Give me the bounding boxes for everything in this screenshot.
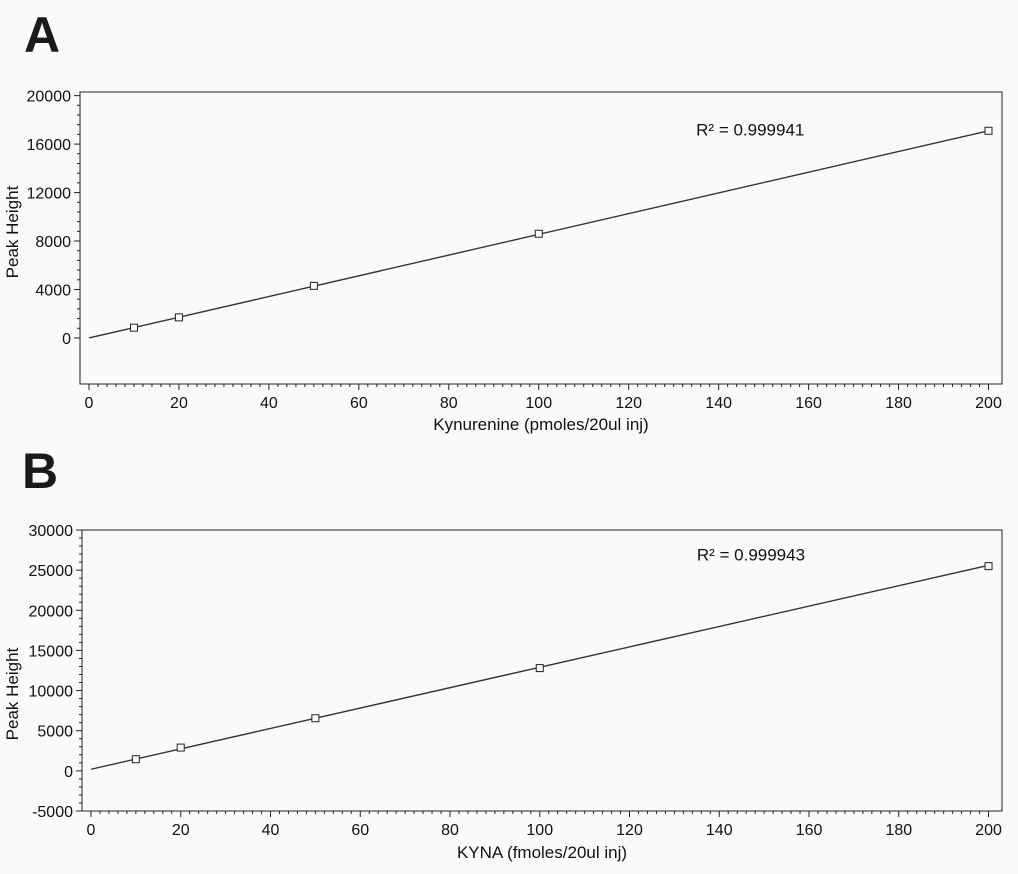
data-point: [174, 313, 183, 322]
y-tick-label: 16000: [27, 137, 72, 154]
r-squared-annotation: R² = 0.999941: [696, 121, 804, 140]
y-tick-label: -5000: [32, 804, 73, 821]
x-tick-label: 60: [350, 395, 368, 412]
data-point: [131, 755, 140, 764]
y-tick-label: 0: [64, 764, 73, 781]
panel-letter-b: B: [22, 443, 59, 499]
y-tick-label: 4000: [35, 282, 71, 299]
x-tick-label: 120: [615, 395, 642, 412]
x-tick-label: 140: [706, 822, 733, 839]
x-tick-label: 80: [441, 822, 459, 839]
r-squared-annotation: R² = 0.999943: [697, 546, 805, 565]
data-point: [984, 562, 993, 571]
x-tick-label: 0: [87, 822, 96, 839]
chart-a: 0 4000 8000 12000 16000 20000 0 20 40 60 80 100 120 1…: [3, 89, 1003, 434]
x-tick-label: 20: [172, 822, 190, 839]
x-tick-label: 200: [975, 822, 1002, 839]
y-axis-label: Peak Height: [3, 185, 22, 278]
data-point: [309, 281, 318, 290]
y-tick-label: 12000: [27, 186, 72, 203]
data-point: [534, 229, 543, 238]
x-tick-label: 100: [526, 822, 553, 839]
x-tick-label: 180: [885, 822, 912, 839]
x-tick-label: 40: [262, 822, 280, 839]
data-point: [129, 323, 138, 332]
y-tick-label: 10000: [29, 684, 74, 701]
plot-frame: [81, 529, 1003, 812]
x-axis-label: Kynurenine (pmoles/20ul inj): [433, 415, 648, 434]
x-tick-label: 40: [260, 395, 278, 412]
x-tick-label: 0: [85, 395, 94, 412]
y-tick-label: 20000: [29, 603, 74, 620]
data-point: [311, 714, 320, 723]
y-tick-label: 20000: [27, 89, 72, 106]
x-tick-label: 60: [351, 822, 369, 839]
x-tick-label: 20: [170, 395, 188, 412]
x-tick-label: 180: [885, 395, 912, 412]
x-tick-label: 160: [796, 822, 823, 839]
y-tick-label: 30000: [29, 523, 74, 540]
x-tick-label: 200: [975, 395, 1002, 412]
x-tick-label: 140: [705, 395, 732, 412]
y-tick-label: 0: [62, 331, 71, 348]
y-tick-label: 8000: [35, 234, 71, 251]
x-axis-label: KYNA (fmoles/20ul inj): [457, 843, 627, 862]
x-tick-label: 120: [616, 822, 643, 839]
data-point: [535, 664, 544, 673]
x-tick-label: 100: [525, 395, 552, 412]
y-axis-label: Peak Height: [3, 647, 22, 740]
data-point: [984, 126, 993, 135]
data-point: [176, 743, 185, 752]
x-tick-label: 80: [440, 395, 458, 412]
x-tick-label: 160: [795, 395, 822, 412]
plot-frame: [79, 91, 1003, 385]
y-tick-label: 5000: [37, 724, 73, 741]
panel-letter-a: A: [24, 7, 61, 63]
y-tick-label: 15000: [29, 643, 74, 660]
y-tick-label: 25000: [29, 563, 74, 580]
